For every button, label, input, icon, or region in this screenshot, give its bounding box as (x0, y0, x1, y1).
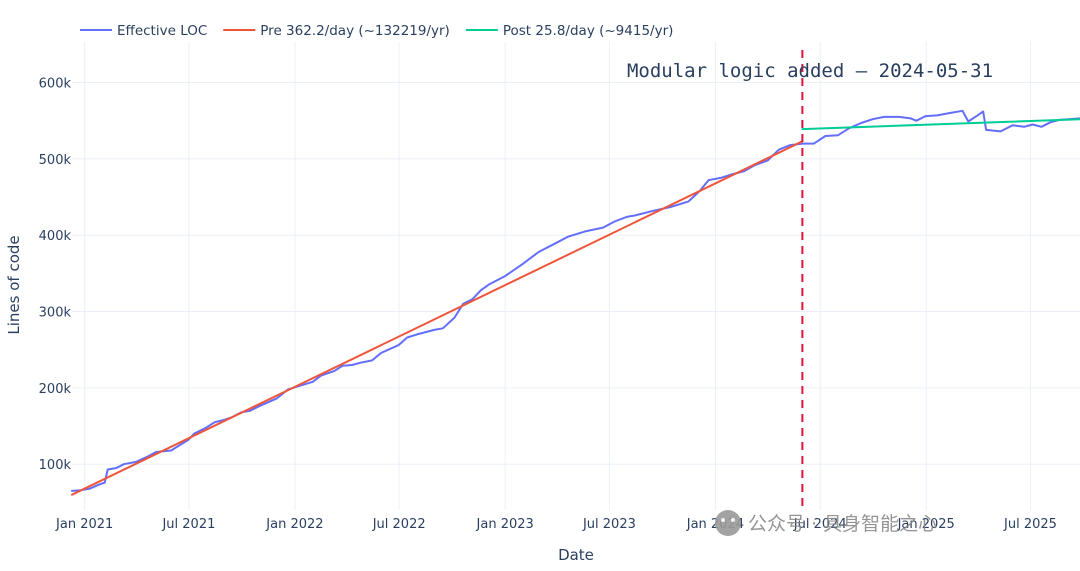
x-tick-label: Jul 2022 (372, 517, 426, 532)
annotation-label: Modular logic added — 2024-05-31 (627, 60, 993, 82)
series-line-1 (71, 109, 1080, 492)
watermark: 公众号 · 具身智能之心 (715, 510, 937, 536)
wechat-icon-eye-right (731, 518, 735, 522)
legend-item-3[interactable]: Post 25.8/day (~9415/yr) (465, 23, 674, 39)
x-tick-label: Jul 2021 (161, 517, 215, 532)
y-tick-label: 300k (39, 306, 72, 321)
legend-label: Effective LOC (117, 23, 207, 39)
legend-item-2[interactable]: Pre 362.2/day (~132219/yr) (223, 23, 450, 39)
x-tick-label: Jan 2022 (265, 517, 323, 532)
x-tick-label: Jul 2025 (1003, 517, 1057, 532)
x-axis-title: Date (558, 546, 594, 564)
wechat-icon (715, 510, 741, 536)
y-tick-label: 100k (39, 458, 72, 473)
series-line-3 (801, 118, 1080, 131)
legend-label: Pre 362.2/day (~132219/yr) (260, 23, 450, 39)
watermark-text: 公众号 · 具身智能之心 (748, 513, 937, 535)
series-line-2 (71, 140, 804, 496)
tick-layer: Jan 2021 Jul 2021 Jan 2022 Jul 2022 Jan 2023… (39, 77, 1057, 532)
y-tick-label: 600k (39, 77, 72, 92)
y-tick-label: 500k (39, 153, 72, 168)
legend-item-1[interactable]: Effective LOC (80, 23, 207, 39)
x-tick-label: Jul 2023 (582, 517, 636, 532)
y-tick-label: 400k (39, 229, 72, 244)
legend-label: Post 25.8/day (~9415/yr) (503, 23, 674, 39)
y-axis-title: Lines of code (5, 235, 23, 334)
grid-layer (72, 42, 1080, 510)
y-tick-label: 200k (39, 382, 72, 397)
x-tick-label: Jul 2024 (793, 517, 847, 532)
legend[interactable]: Effective LOC Pre 362.2/day (~132219/yr) P… (80, 23, 673, 39)
annotation-layer: Modular logic added — 2024-05-31 (627, 50, 993, 510)
x-tick-label: Jan 2021 (55, 517, 113, 532)
series-layer (71, 109, 1080, 496)
x-tick-label: Jan 2023 (476, 517, 534, 532)
x-tick-label: Jan 2025 (897, 517, 955, 532)
wechat-icon-eye-left (721, 518, 725, 522)
